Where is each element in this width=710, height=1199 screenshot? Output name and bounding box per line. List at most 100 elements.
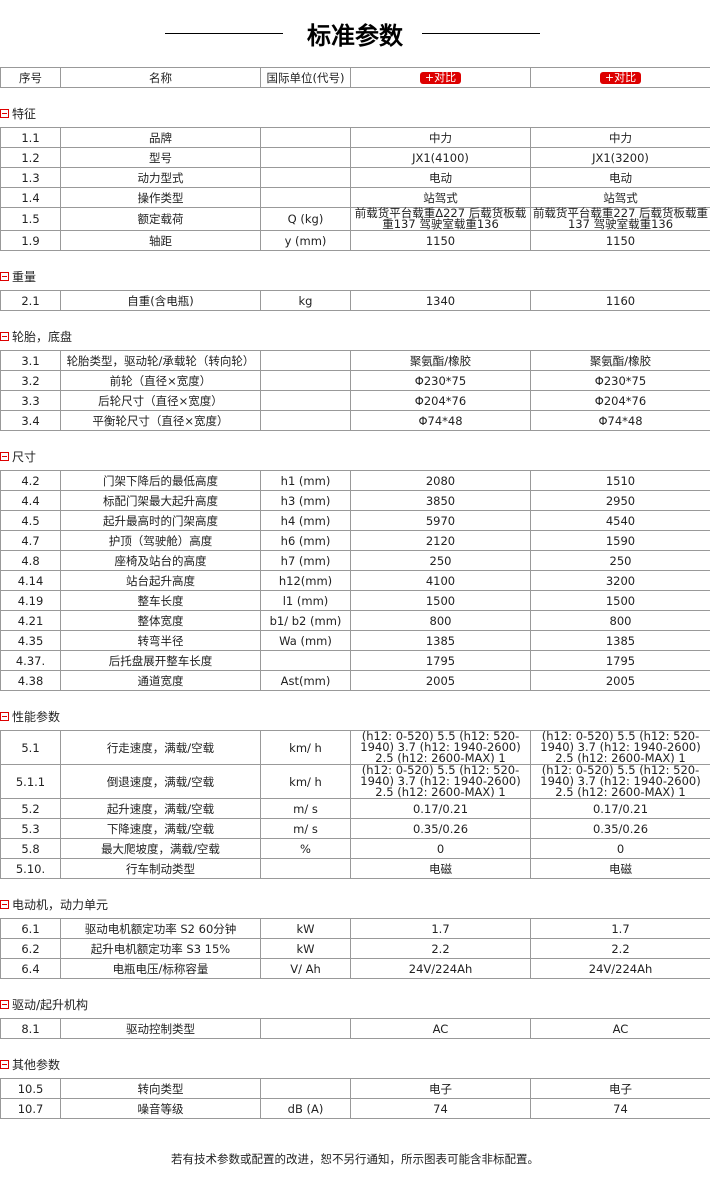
- spec-unit: h1 (mm): [260, 470, 351, 491]
- spec-value-1: 74: [350, 1098, 531, 1119]
- spec-value-2: 站驾式: [530, 187, 710, 208]
- spec-unit: kg: [260, 290, 351, 311]
- spec-value-2: Φ74*48: [530, 410, 710, 431]
- section-label: 其他参数: [0, 1056, 60, 1073]
- spec-value-1: 电磁: [350, 858, 531, 879]
- spec-value-2: 800: [530, 610, 710, 631]
- spec-name: 电瓶电压/标称容量: [60, 958, 261, 979]
- spec-value-2: 4540: [530, 510, 710, 531]
- spec-value-2: 2005: [530, 670, 710, 691]
- spec-name: 起升最高时的门架高度: [60, 510, 261, 531]
- table-row: 4.38 通道宽度 Ast(mm) 2005 2005: [0, 670, 710, 691]
- section-title: 轮胎，底盘: [12, 330, 73, 344]
- spec-no: 5.1.1: [0, 764, 61, 799]
- spec-name: 护顶（驾驶舱）高度: [60, 530, 261, 551]
- spec-name: 整车长度: [60, 590, 261, 611]
- spec-name: 自重(含电瓶): [60, 290, 261, 311]
- spec-value-2: (h12: 0-520) 5.5 (h12: 520-1940) 3.7 (h1…: [530, 764, 710, 799]
- spec-unit: h7 (mm): [260, 550, 351, 571]
- section-header[interactable]: 重量: [0, 251, 710, 290]
- spec-name: 额定载荷: [60, 207, 261, 231]
- spec-unit: [260, 127, 351, 148]
- table-row: 4.8 座椅及站台的高度 h7 (mm) 250 250: [0, 550, 710, 571]
- collapse-icon[interactable]: [0, 109, 9, 118]
- section-label: 特征: [0, 105, 36, 122]
- spec-name: 站台起升高度: [60, 570, 261, 591]
- collapse-icon[interactable]: [0, 332, 9, 341]
- table-row: 1.3 动力型式 电动 电动: [0, 167, 710, 188]
- spec-unit: km/ h: [260, 730, 351, 765]
- section-header[interactable]: 其他参数: [0, 1039, 710, 1078]
- spec-value-1: Φ204*76: [350, 390, 531, 411]
- spec-no: 1.2: [0, 147, 61, 168]
- section-label: 电动机，动力单元: [0, 896, 108, 913]
- spec-unit: [260, 858, 351, 879]
- spec-name: 下降速度，满载/空载: [60, 818, 261, 839]
- section-label: 轮胎，底盘: [0, 328, 72, 345]
- table-row: 3.3 后轮尺寸（直径×宽度） Φ204*76 Φ204*76: [0, 390, 710, 411]
- spec-table: 4.2 门架下降后的最低高度 h1 (mm) 2080 1510 4.4 标配门架最大起升高…: [0, 470, 710, 691]
- spec-value-1: 2005: [350, 670, 531, 691]
- spec-no: 1.5: [0, 207, 61, 231]
- spec-no: 2.1: [0, 290, 61, 311]
- table-row: 8.1 驱动控制类型 AC AC: [0, 1018, 710, 1039]
- collapse-icon[interactable]: [0, 452, 9, 461]
- spec-value-1: 2120: [350, 530, 531, 551]
- section-header[interactable]: 特征: [0, 88, 710, 127]
- table-row: 4.5 起升最高时的门架高度 h4 (mm) 5970 4540: [0, 510, 710, 531]
- table-row: 5.8 最大爬坡度，满载/空载% 0 0: [0, 838, 710, 859]
- section-title: 性能参数: [12, 710, 61, 724]
- table-row: 3.4 平衡轮尺寸（直径×宽度） Φ74*48 Φ74*48: [0, 410, 710, 431]
- collapse-icon[interactable]: [0, 900, 9, 909]
- spec-unit: m/ s: [260, 818, 351, 839]
- collapse-icon[interactable]: [0, 1060, 9, 1069]
- spec-name: 转弯半径: [60, 630, 261, 651]
- table-row: 4.4 标配门架最大起升高度 h3 (mm) 3850 2950: [0, 490, 710, 511]
- spec-value-1: 1385: [350, 630, 531, 651]
- section-header[interactable]: 尺寸: [0, 431, 710, 470]
- header-row: 序号 名称 国际单位(代号) +对比 +对比: [0, 67, 710, 88]
- collapse-icon[interactable]: [0, 272, 9, 281]
- spec-unit: h3 (mm): [260, 490, 351, 511]
- spec-unit: [260, 187, 351, 208]
- spec-no: 8.1: [0, 1018, 61, 1039]
- spec-unit: Wa (mm): [260, 630, 351, 651]
- spec-unit: h4 (mm): [260, 510, 351, 531]
- table-row: 1.1 品牌 中力 中力: [0, 127, 710, 148]
- spec-value-1: 24V/224Ah: [350, 958, 531, 979]
- section-header[interactable]: 轮胎，底盘: [0, 311, 710, 350]
- table-row: 1.9 轴距 y (mm) 1150 1150: [0, 230, 710, 251]
- header-unit: 国际单位(代号): [260, 67, 351, 88]
- table-row: 4.7 护顶（驾驶舱）高度 h6 (mm) 2120 1590: [0, 530, 710, 551]
- spec-name: 转向类型: [60, 1078, 261, 1099]
- collapse-icon[interactable]: [0, 712, 9, 721]
- spec-name: 型号: [60, 147, 261, 168]
- spec-no: 1.3: [0, 167, 61, 188]
- spec-value-2: Φ204*76: [530, 390, 710, 411]
- section-header[interactable]: 电动机，动力单元: [0, 879, 710, 918]
- spec-value-1: 1150: [350, 230, 531, 251]
- section-header[interactable]: 性能参数: [0, 691, 710, 730]
- spec-table: 8.1 驱动控制类型 AC AC: [0, 1018, 710, 1039]
- spec-name: 后托盘展开整车长度: [60, 650, 261, 671]
- spec-name: 驱动控制类型: [60, 1018, 261, 1039]
- spec-no: 3.4: [0, 410, 61, 431]
- spec-value-1: 4100: [350, 570, 531, 591]
- spec-value-1: (h12: 0-520) 5.5 (h12: 520-1940) 3.7 (h1…: [350, 764, 531, 799]
- spec-value-2: 1590: [530, 530, 710, 551]
- spec-value-1: Φ74*48: [350, 410, 531, 431]
- spec-name: 品牌: [60, 127, 261, 148]
- collapse-icon[interactable]: [0, 1000, 9, 1009]
- spec-value-2: 3200: [530, 570, 710, 591]
- spec-sections: 特征 1.1 品牌 中力 中力 1.2 型号 JX1(4100) JX1(3200) 1.3 动力型…: [0, 88, 710, 1119]
- compare-button-1[interactable]: +对比: [419, 72, 462, 84]
- spec-no: 3.1: [0, 350, 61, 371]
- header-no: 序号: [0, 67, 61, 88]
- section-header[interactable]: 驱动/起升机构: [0, 979, 710, 1018]
- compare-button-2[interactable]: +对比: [599, 72, 642, 84]
- footer-note: 若有技术参数或配置的改进，恕不另行通知，所示图表可能含非标配置。: [171, 1152, 539, 1166]
- spec-value-1: 0.17/0.21: [350, 798, 531, 819]
- spec-value-2: 0.17/0.21: [530, 798, 710, 819]
- spec-no: 3.3: [0, 390, 61, 411]
- table-row: 10.5 转向类型 电子 电子: [0, 1078, 710, 1099]
